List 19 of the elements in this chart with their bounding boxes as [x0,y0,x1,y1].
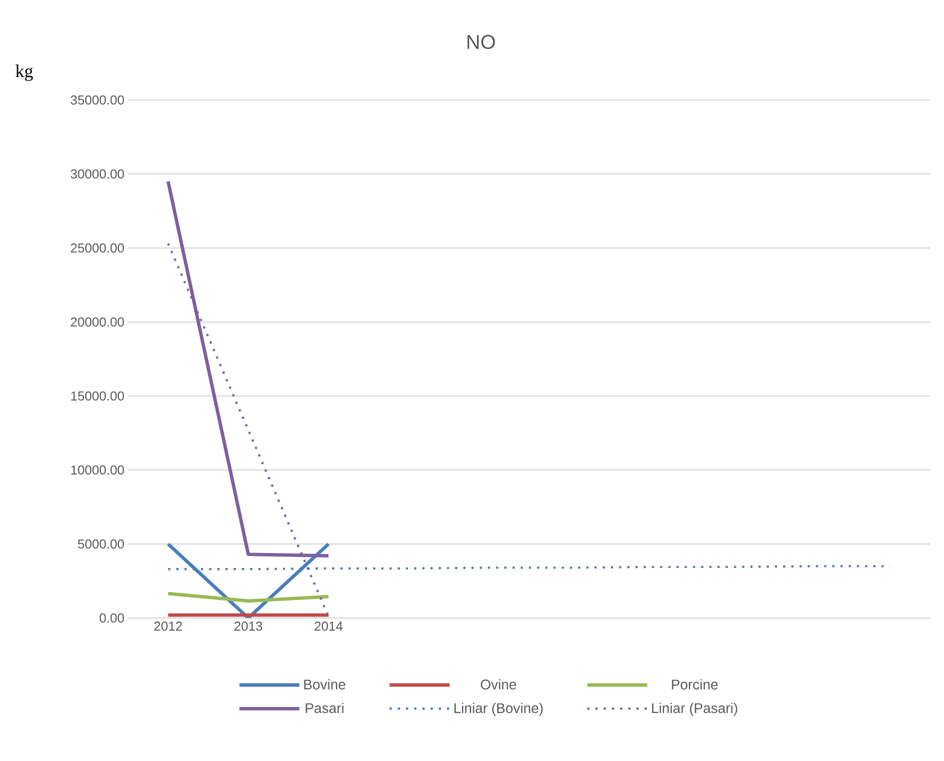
y-tick-label: 15000.00 [71,391,124,401]
x-tick-label: 2012 [154,622,182,631]
legend-label: Bovine [304,679,346,690]
x-tick-label: 2014 [314,622,343,631]
legend-label: Liniar (Pasari) [652,702,738,716]
y-tick-label: 30000.00 [70,169,124,179]
y-tick-label: 35000.00 [70,95,124,105]
legend-label: Liniar (Bovine) [454,702,543,716]
legend-label: Ovine [480,679,516,690]
y-tick-label: 5000.00 [78,539,124,549]
x-tick-label: 2013 [234,622,262,631]
legend-label: Porcine [672,679,718,690]
y-tick-label: 0.00 [100,613,124,623]
y-tick-label: 25000.00 [70,243,124,253]
y-axis-title: kg [16,64,33,81]
y-tick-label: 10000.00 [71,465,124,475]
chart-title: NO [468,34,495,50]
y-tick-label: 20000.00 [70,317,124,327]
legend-label: Pasari [306,702,344,714]
